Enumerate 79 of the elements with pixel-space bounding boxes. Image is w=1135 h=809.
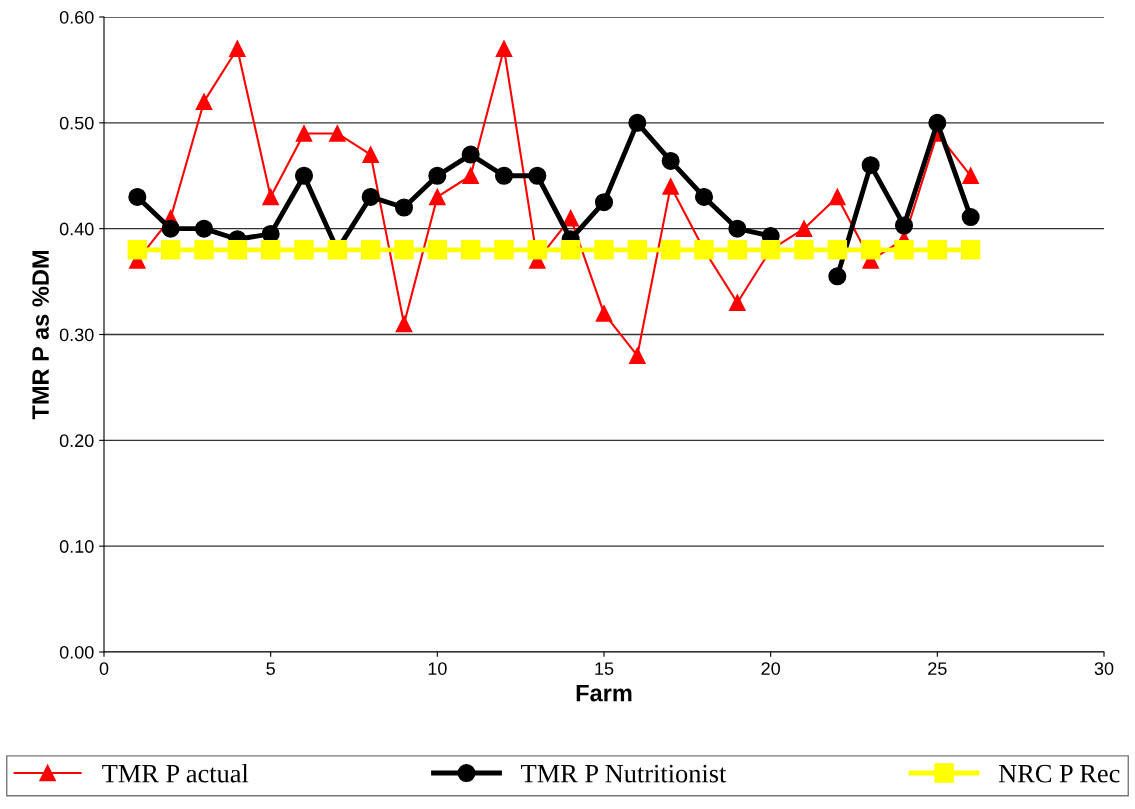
point <box>961 207 980 227</box>
point <box>661 151 680 170</box>
point <box>360 240 381 260</box>
point <box>860 240 881 260</box>
point <box>194 240 214 260</box>
point <box>962 167 980 185</box>
x-tick-label: 0 <box>99 662 109 675</box>
point <box>728 219 747 238</box>
point <box>460 240 481 260</box>
point <box>394 240 414 260</box>
point <box>694 187 714 206</box>
point <box>427 240 448 260</box>
x-tick-label: 30 <box>1094 662 1114 675</box>
point <box>727 240 748 260</box>
point <box>660 240 681 260</box>
point <box>494 166 514 185</box>
point <box>594 193 614 212</box>
point <box>428 166 447 185</box>
point <box>894 216 914 235</box>
point <box>160 240 181 260</box>
point <box>795 220 813 238</box>
point <box>894 240 914 260</box>
point <box>827 240 848 260</box>
point <box>294 240 314 260</box>
y-tick-label: 0.00 <box>59 645 94 659</box>
point <box>728 294 746 312</box>
point <box>828 267 847 286</box>
x-tick-label: 15 <box>595 662 614 675</box>
point <box>161 219 180 238</box>
y-tick-label: 0.60 <box>59 10 94 24</box>
point <box>595 304 613 322</box>
point <box>394 198 414 217</box>
point <box>627 240 648 260</box>
point <box>127 240 148 260</box>
legend-label: TMR P actual <box>102 763 249 783</box>
point <box>828 188 846 206</box>
y-axis-title: TMR P as %DM <box>32 251 49 420</box>
point <box>628 347 646 365</box>
point <box>960 240 981 260</box>
legend-label: TMR P Nutritionist <box>521 764 727 783</box>
point <box>228 40 246 58</box>
point <box>361 187 380 206</box>
point <box>861 156 880 175</box>
point <box>328 125 346 142</box>
x-tick-label: 5 <box>266 662 275 675</box>
point <box>260 240 281 260</box>
point <box>527 240 548 260</box>
point <box>462 167 480 185</box>
point <box>461 145 480 164</box>
point <box>195 93 213 111</box>
point <box>628 113 647 132</box>
x-tick-label: 20 <box>761 662 780 675</box>
point <box>495 40 513 58</box>
x-axis-title: Farm <box>576 684 632 702</box>
point <box>227 240 248 260</box>
point <box>594 240 614 260</box>
y-tick-label: 0.10 <box>59 540 94 553</box>
point <box>560 240 581 260</box>
point <box>294 166 314 185</box>
x-tick-label: 10 <box>428 662 447 675</box>
point <box>295 125 313 142</box>
y-tick-label: 0.30 <box>59 328 94 342</box>
x-tick-label: 25 <box>928 662 947 675</box>
legend-label: NRC P Rec <box>998 764 1120 783</box>
y-tick-label: 0.50 <box>59 116 94 130</box>
point <box>528 166 547 185</box>
point <box>194 219 214 238</box>
y-tick-label: 0.40 <box>59 222 94 236</box>
y-tick-label: 0.20 <box>59 434 94 448</box>
point <box>395 315 413 333</box>
point <box>494 240 514 260</box>
point <box>362 146 380 163</box>
point <box>262 188 280 206</box>
point <box>662 177 680 195</box>
point <box>928 113 947 132</box>
point <box>927 240 948 260</box>
point <box>428 188 446 206</box>
point <box>794 240 814 260</box>
point <box>128 187 147 206</box>
